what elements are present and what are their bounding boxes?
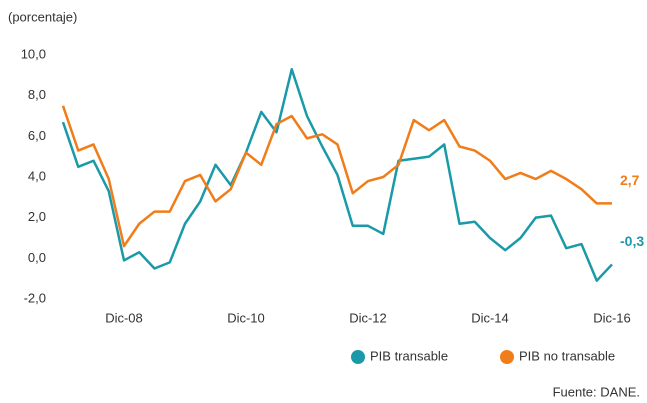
y-tick-label: 4,0 [28,168,46,183]
y-tick-label: -2,0 [24,290,46,305]
chart-subtitle: (porcentaje) [8,9,77,24]
series-line [61,105,612,248]
x-tick-label: Dic-10 [227,310,265,325]
series-line [61,67,613,282]
x-tick-label: Dic-08 [105,310,143,325]
legend-label: PIB transable [370,348,448,363]
y-tick-label: 0,0 [28,250,46,265]
source: Fuente: DANE. [553,384,640,399]
x-tick-label: Dic-12 [349,310,387,325]
end-label: -0,3 [620,233,644,249]
x-tick-label: Dic-16 [593,310,631,325]
legend-marker [351,350,365,364]
y-tick-label: 8,0 [28,87,46,102]
legend-label: PIB no transable [519,348,615,363]
legend-marker [500,350,514,364]
x-tick-label: Dic-14 [471,310,509,325]
y-tick-label: 2,0 [28,209,46,224]
y-tick-label: 6,0 [28,128,46,143]
y-tick-label: 10,0 [21,46,46,61]
end-label: 2,7 [620,172,640,188]
